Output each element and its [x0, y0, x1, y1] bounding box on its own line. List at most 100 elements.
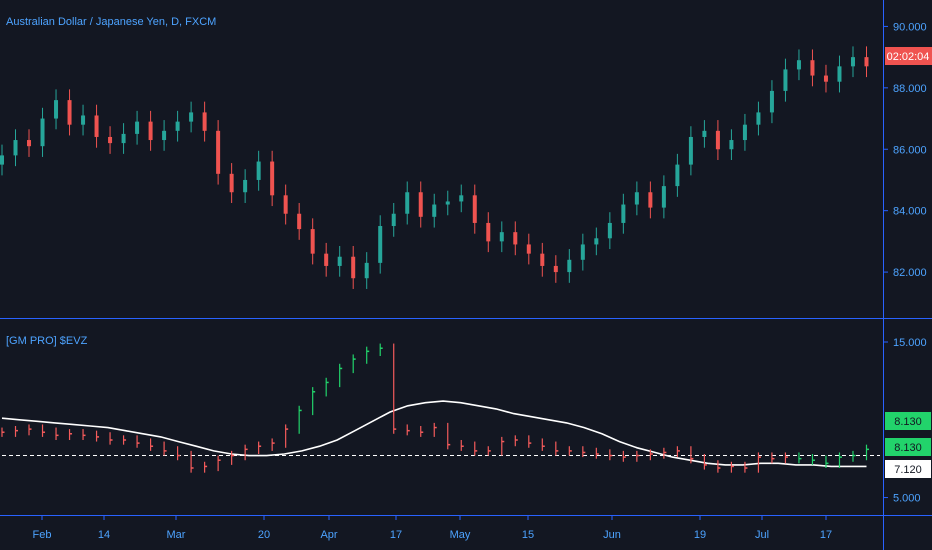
indicator-bar[interactable] — [379, 343, 383, 356]
candle[interactable] — [243, 169, 248, 203]
candle[interactable] — [634, 181, 639, 216]
indicator-bar[interactable] — [474, 441, 478, 456]
indicator-bar[interactable] — [41, 424, 46, 437]
indicator-axis[interactable]: 15.000 5.000 — [883, 337, 927, 505]
candle[interactable] — [432, 193, 437, 228]
candle[interactable] — [850, 46, 855, 78]
indicator-bar[interactable] — [865, 444, 869, 461]
candle[interactable] — [175, 110, 180, 142]
indicator-bar[interactable] — [622, 450, 626, 462]
indicator-bar[interactable] — [838, 452, 842, 468]
indicator-bar[interactable] — [163, 441, 167, 456]
indicator-bar[interactable] — [312, 387, 316, 416]
indicator-bar[interactable] — [501, 436, 505, 456]
candle[interactable] — [364, 252, 369, 289]
indicator-bar[interactable] — [366, 346, 370, 364]
indicator-bar[interactable] — [406, 424, 410, 436]
indicator-bar[interactable] — [122, 435, 127, 445]
candle[interactable] — [688, 126, 693, 176]
candle[interactable] — [0, 144, 4, 176]
indicator-bar[interactable] — [595, 447, 599, 459]
indicator-bar[interactable] — [609, 449, 613, 461]
indicator-bar[interactable] — [82, 429, 86, 440]
indicator-bar[interactable] — [28, 424, 32, 436]
candle[interactable] — [324, 242, 329, 277]
indicator-bar[interactable] — [95, 430, 100, 442]
candle[interactable] — [216, 120, 221, 185]
indicator-bar[interactable] — [231, 450, 235, 465]
candle[interactable] — [337, 245, 342, 277]
candle[interactable] — [837, 55, 842, 93]
candle[interactable] — [499, 221, 504, 253]
indicator-bar[interactable] — [487, 446, 491, 456]
candle[interactable] — [378, 215, 383, 274]
candle[interactable] — [297, 202, 302, 240]
candle[interactable] — [553, 255, 558, 283]
candle[interactable] — [405, 181, 410, 225]
indicator-bar[interactable] — [663, 447, 667, 459]
indicator-bars[interactable] — [1, 343, 869, 473]
indicator-bar[interactable] — [771, 452, 775, 464]
price-axis[interactable]: 90.000 88.000 86.000 84.000 82.000 — [883, 21, 927, 279]
indicator-bar[interactable] — [271, 438, 275, 451]
indicator-bar[interactable] — [555, 441, 559, 456]
candle[interactable] — [121, 123, 126, 154]
candle[interactable] — [310, 218, 315, 265]
indicator-bar[interactable] — [541, 438, 545, 451]
indicator-bar[interactable] — [68, 429, 73, 440]
indicator-bar[interactable] — [825, 455, 829, 468]
candle[interactable] — [229, 163, 234, 203]
candle[interactable] — [162, 120, 167, 151]
indicator-bar[interactable] — [149, 438, 154, 451]
candle[interactable] — [580, 233, 585, 271]
candle[interactable] — [796, 49, 801, 81]
indicator-bar[interactable] — [757, 452, 761, 473]
candle[interactable] — [270, 150, 275, 207]
indicator-bar[interactable] — [636, 450, 640, 462]
indicator-bar[interactable] — [136, 435, 140, 448]
indicator-bar[interactable] — [352, 354, 356, 374]
indicator-bar[interactable] — [420, 426, 424, 437]
candle[interactable] — [351, 245, 356, 289]
candle[interactable] — [54, 89, 59, 130]
candle[interactable] — [607, 212, 612, 250]
candle[interactable] — [418, 181, 423, 228]
candle[interactable] — [202, 101, 207, 142]
candle[interactable] — [864, 46, 869, 78]
indicator-bar[interactable] — [703, 454, 707, 470]
candle[interactable] — [661, 175, 666, 219]
candle[interactable] — [459, 184, 464, 213]
candle[interactable] — [486, 212, 491, 253]
indicator-bar[interactable] — [393, 343, 397, 434]
indicator-bar[interactable] — [298, 405, 302, 434]
indicator-bar[interactable] — [514, 435, 518, 447]
indicator-bar[interactable] — [649, 449, 653, 461]
candle[interactable] — [702, 120, 707, 148]
candle[interactable] — [783, 58, 788, 102]
indicator-bar[interactable] — [109, 432, 113, 445]
indicator-bar[interactable] — [55, 427, 59, 440]
candle[interactable] — [594, 227, 599, 256]
candle[interactable] — [189, 101, 194, 133]
indicator-bar[interactable] — [717, 460, 721, 473]
candle[interactable] — [675, 153, 680, 197]
indicator-bar[interactable] — [258, 441, 262, 454]
candle[interactable] — [256, 150, 261, 191]
indicator-bar[interactable] — [690, 446, 694, 464]
candle[interactable] — [621, 193, 626, 234]
candle[interactable] — [94, 104, 99, 148]
indicator-bar[interactable] — [568, 446, 572, 456]
indicator-bar[interactable] — [217, 455, 221, 472]
indicator-bar[interactable] — [339, 363, 343, 388]
candle[interactable] — [67, 89, 72, 136]
indicator-bar[interactable] — [177, 446, 181, 461]
indicator-bar[interactable] — [190, 450, 194, 473]
indicator-bar[interactable] — [730, 461, 734, 473]
indicator-bar[interactable] — [582, 446, 586, 458]
price-candles[interactable] — [0, 46, 869, 289]
indicator-bar[interactable] — [204, 461, 208, 473]
candle[interactable] — [391, 202, 396, 237]
indicator-bar[interactable] — [852, 450, 856, 462]
indicator-bar[interactable] — [447, 422, 451, 450]
candle[interactable] — [135, 110, 140, 145]
